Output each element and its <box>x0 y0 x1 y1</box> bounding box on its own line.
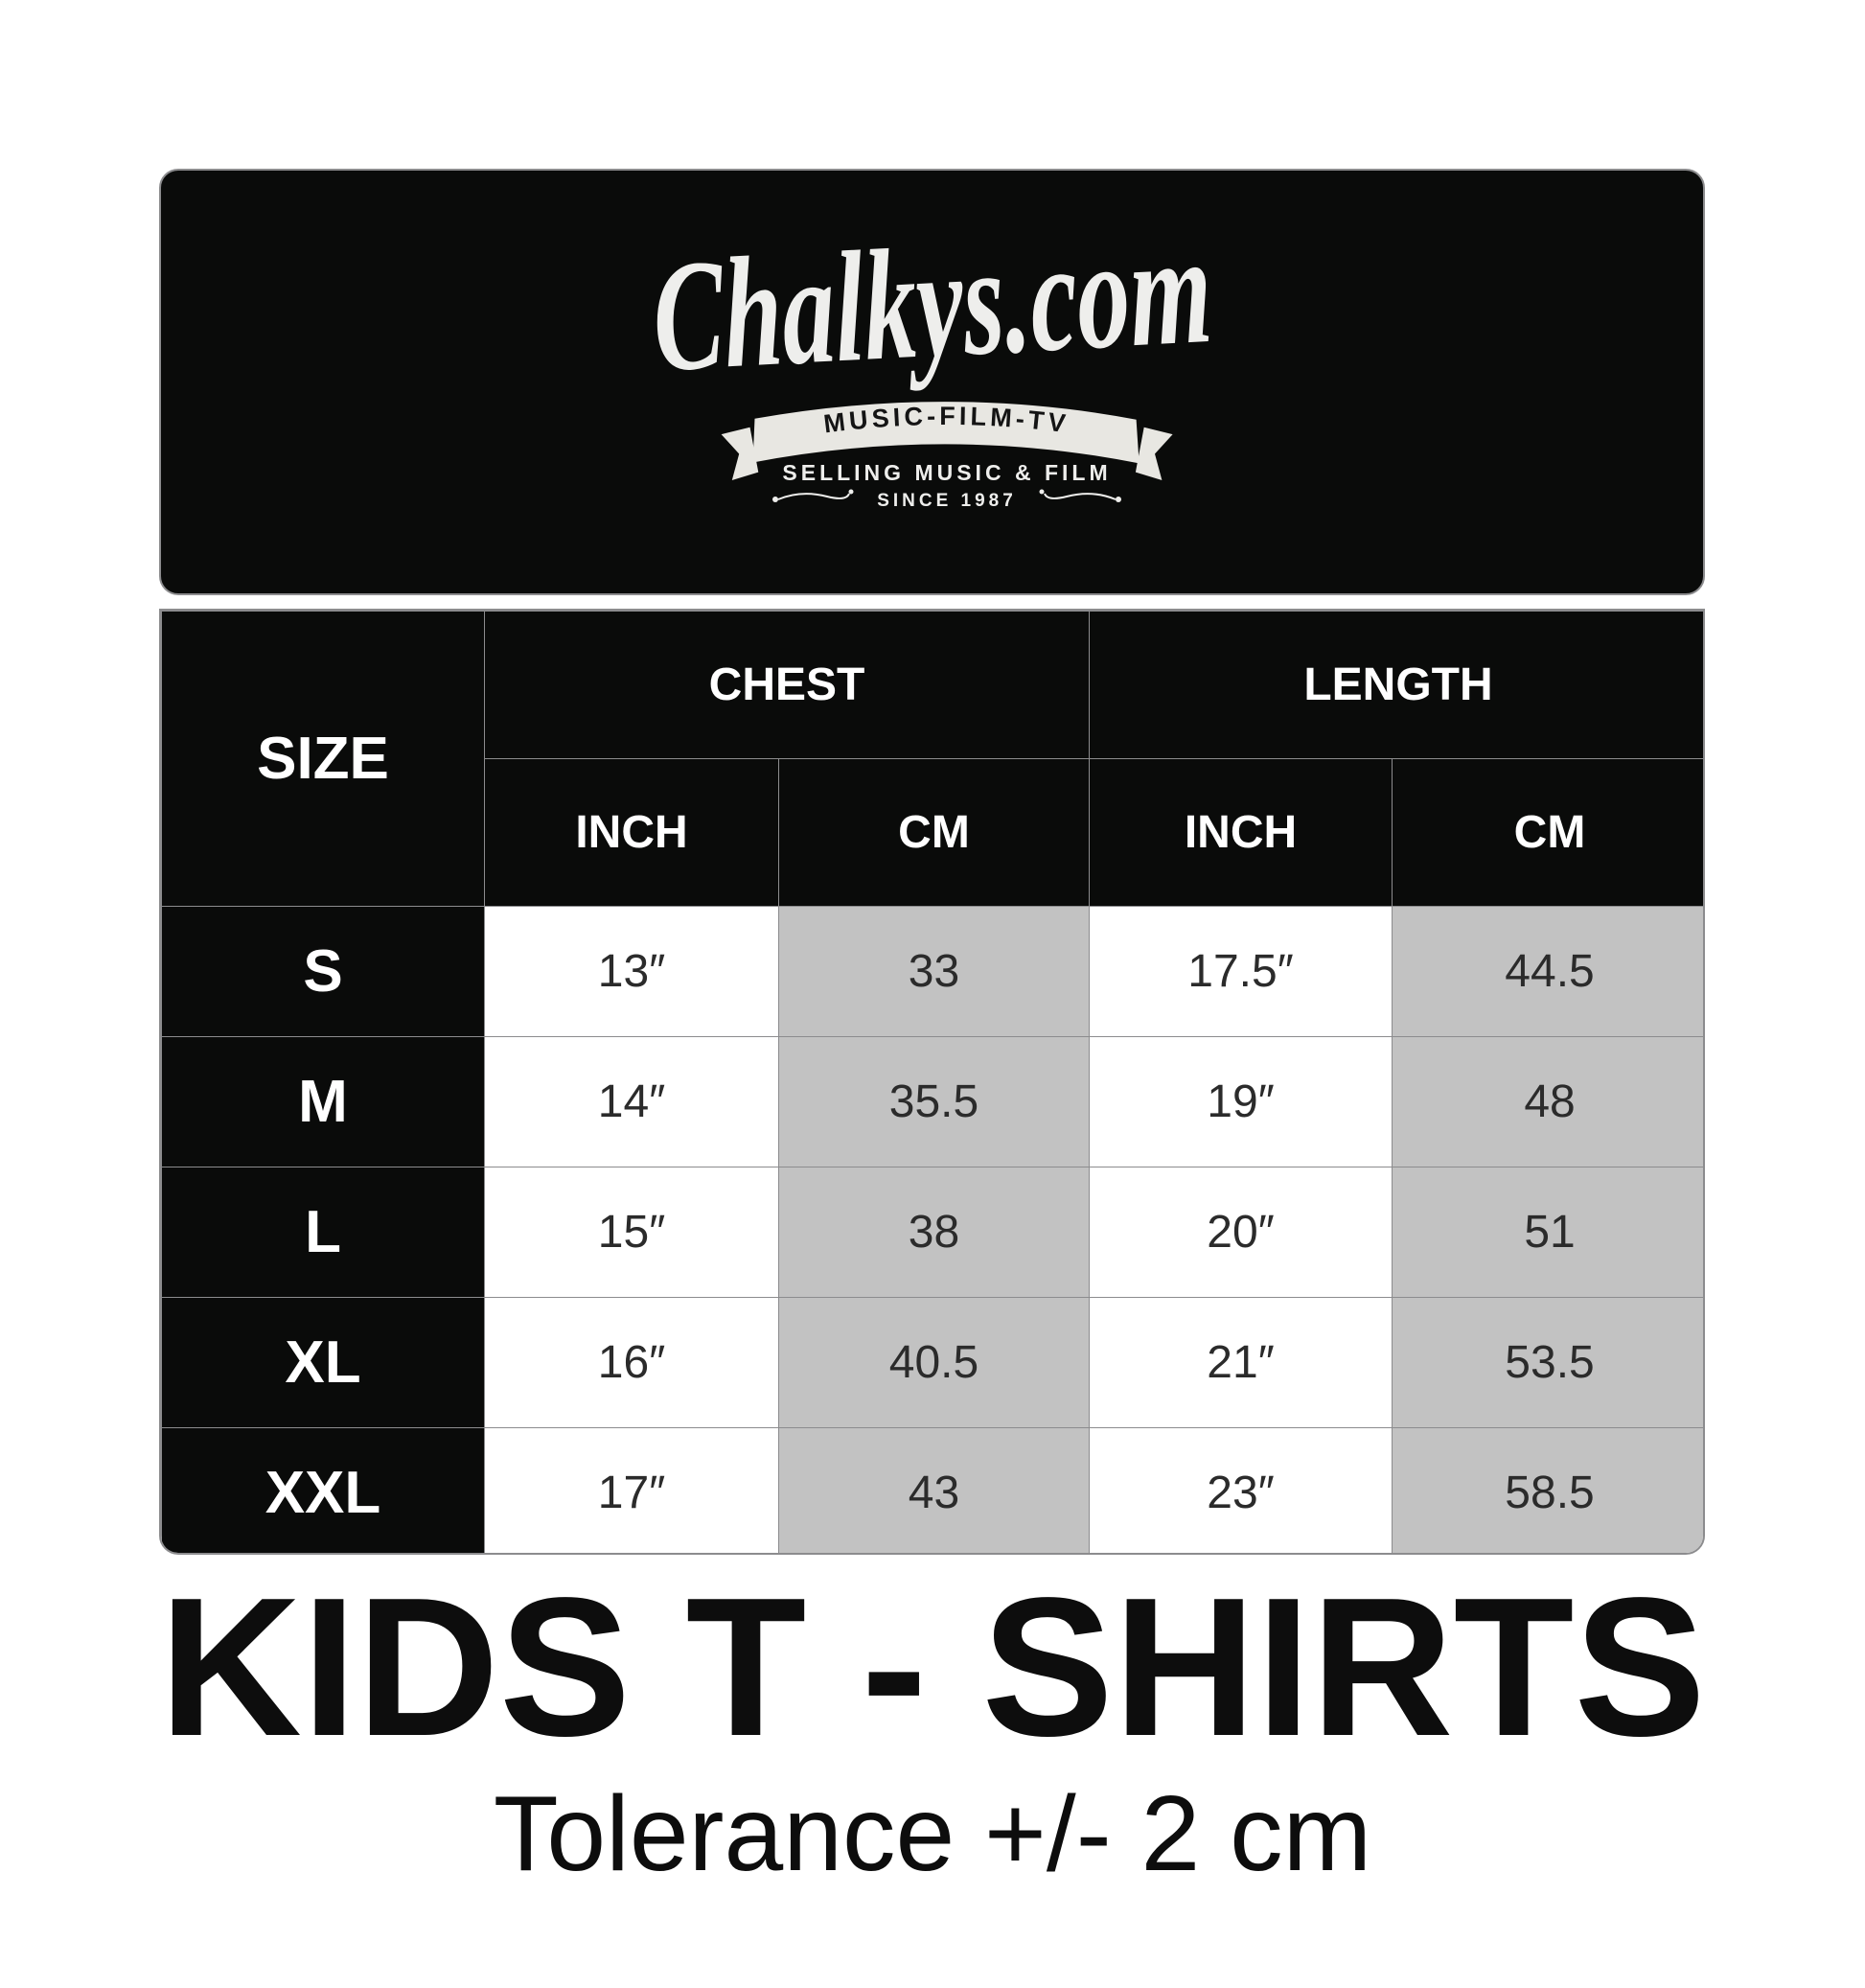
svg-text:SELLING MUSIC & FILM: SELLING MUSIC & FILM <box>782 460 1111 485</box>
svg-text:Chalkys.com: Chalkys.com <box>649 200 1216 405</box>
svg-text:SINCE 1987: SINCE 1987 <box>877 491 1017 511</box>
